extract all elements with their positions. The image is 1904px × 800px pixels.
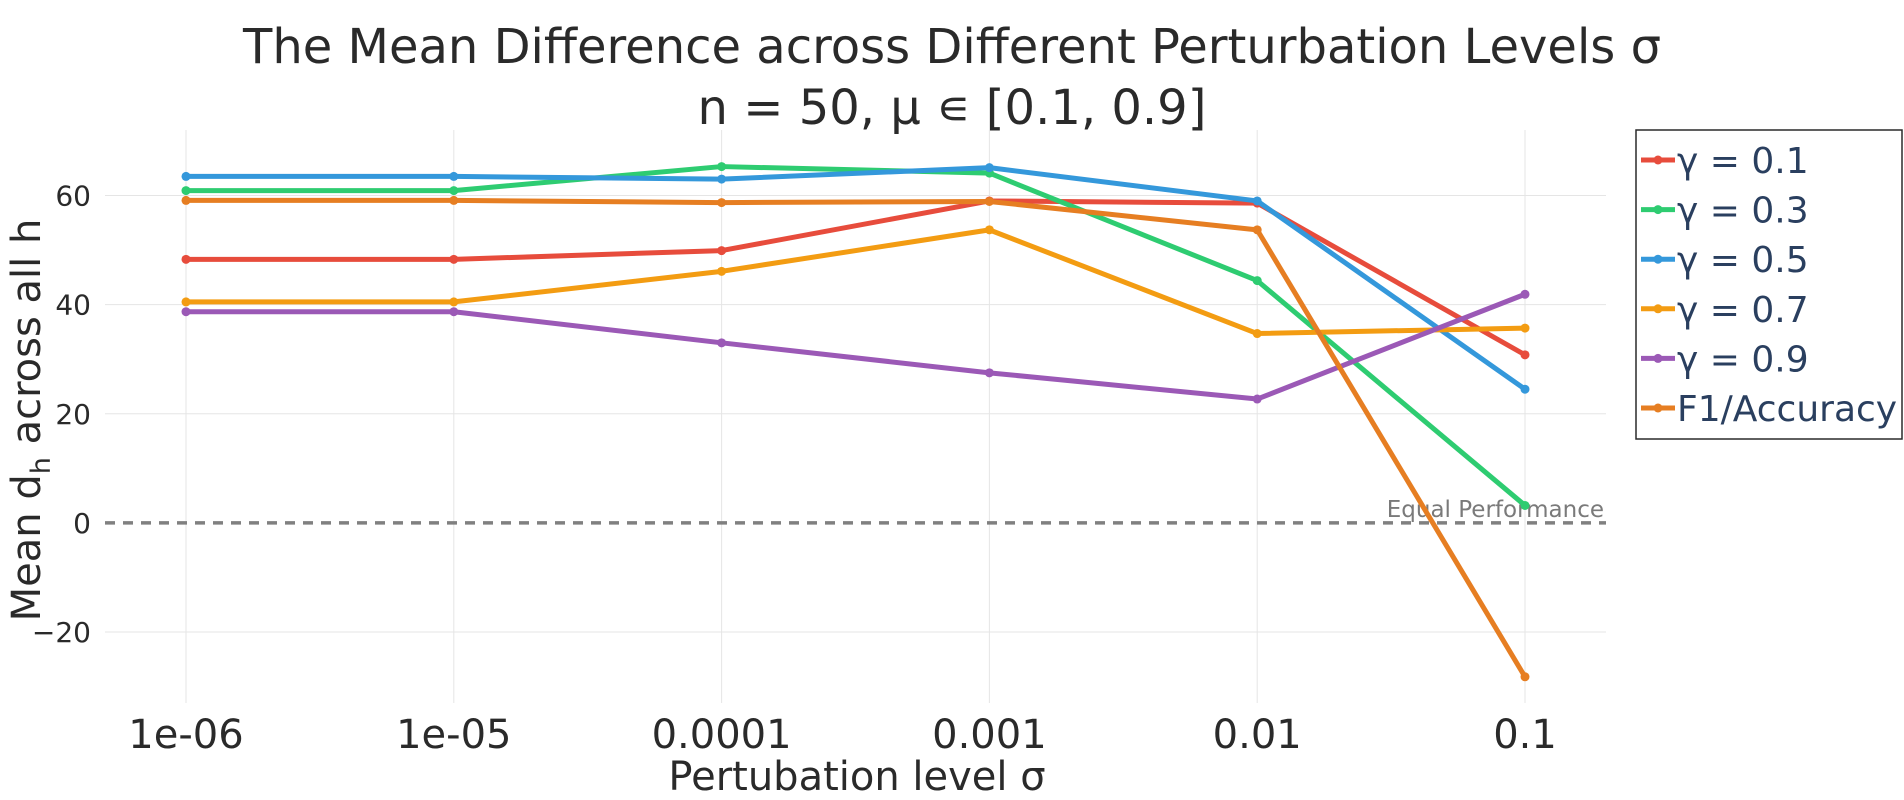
y-tick-label: 40	[55, 289, 91, 322]
x-tick-label: 0.0001	[652, 712, 792, 758]
y-tick-label: 0	[73, 507, 91, 540]
legend-swatch-marker	[1653, 254, 1663, 264]
legend-item: F1/Accuracy	[1641, 389, 1897, 430]
data-point	[984, 368, 994, 378]
y-axis-title: Mean dh across all h	[4, 219, 57, 622]
data-point	[717, 198, 727, 208]
x-tick-label: 1e-05	[396, 712, 511, 758]
data-point	[1520, 350, 1530, 360]
legend-item: γ = 0.7	[1641, 290, 1809, 331]
data-point	[181, 195, 191, 205]
legend-item: γ = 0.5	[1641, 240, 1809, 281]
y-tick-label: −20	[32, 616, 91, 649]
series-line	[186, 164, 1527, 508]
data-point	[181, 254, 191, 264]
legend-swatch-marker	[1653, 403, 1663, 413]
legend-label: γ = 0.7	[1677, 290, 1809, 331]
data-point	[1252, 394, 1262, 404]
legend-label: γ = 0.5	[1677, 240, 1809, 281]
data-point	[1520, 672, 1530, 682]
data-point	[717, 266, 727, 276]
series-group	[181, 162, 1530, 682]
series-line	[186, 291, 1526, 402]
chart-subtitle: n = 50, μ ∊ [0.1, 0.9]	[698, 80, 1207, 136]
data-point	[181, 171, 191, 181]
legend-swatch-marker	[1653, 205, 1663, 215]
legend-swatch-marker	[1653, 353, 1663, 363]
data-point	[181, 186, 191, 196]
legend-item: γ = 0.1	[1641, 141, 1809, 182]
data-point	[984, 225, 994, 235]
data-point	[1520, 500, 1530, 510]
x-tick-label: 0.1	[1493, 712, 1557, 758]
series-3	[181, 225, 1530, 339]
legend-box	[1635, 129, 1903, 440]
legend-label: F1/Accuracy	[1677, 389, 1897, 430]
x-tick-label: 0.001	[932, 712, 1047, 758]
data-point	[1252, 196, 1262, 206]
data-point	[984, 163, 994, 173]
y-tick-labels: −20 0 20 40 60	[32, 179, 91, 649]
data-point	[717, 174, 727, 184]
data-point	[181, 307, 191, 317]
legend-label: γ = 0.3	[1677, 191, 1809, 232]
data-point	[1252, 276, 1262, 286]
series-1	[181, 162, 1530, 510]
reference-line-group: Equal Performance	[105, 497, 1606, 525]
legend-label: γ = 0.9	[1677, 339, 1809, 380]
y-tick-label: 20	[55, 398, 91, 431]
series-line	[186, 227, 1526, 337]
data-point	[1520, 289, 1530, 299]
y-tick-label: 60	[55, 179, 91, 212]
series-line	[186, 197, 1528, 679]
y-axis-title-main: Mean d	[4, 474, 50, 621]
series-5	[181, 195, 1530, 682]
data-point	[449, 195, 459, 205]
chart-title: The Mean Difference across Different Per…	[242, 19, 1661, 75]
data-point	[449, 297, 459, 307]
legend-item: γ = 0.3	[1641, 191, 1809, 232]
x-tick-label: 0.01	[1213, 712, 1302, 758]
legend-label: γ = 0.1	[1677, 141, 1809, 182]
series-4	[181, 289, 1530, 404]
data-point	[1520, 384, 1530, 394]
data-point	[449, 171, 459, 181]
x-tick-label: 1e-06	[128, 712, 243, 758]
data-point	[717, 246, 727, 256]
y-axis-title-rest: across all h	[4, 219, 50, 457]
grid	[105, 130, 1606, 703]
data-point	[449, 186, 459, 196]
legend: γ = 0.1 γ = 0.3 γ = 0.5 γ = 0.7 γ = 0.9 F1/Ac…	[1635, 129, 1903, 440]
x-tick-labels: 1e-06 1e-05 0.0001 0.001 0.01 0.1	[128, 712, 1557, 758]
data-point	[984, 196, 994, 206]
series-2	[181, 163, 1530, 394]
data-point	[1252, 225, 1262, 235]
x-axis-title: Pertubation level σ	[668, 754, 1045, 800]
data-point	[1520, 323, 1530, 333]
data-point	[1252, 329, 1262, 339]
data-point	[449, 307, 459, 317]
legend-swatch-marker	[1653, 304, 1663, 314]
data-point	[717, 338, 727, 348]
series-line	[186, 198, 1527, 358]
legend-item: γ = 0.9	[1641, 339, 1809, 380]
data-point	[717, 162, 727, 172]
series-line	[186, 165, 1527, 392]
series-0	[181, 196, 1530, 360]
data-point	[449, 254, 459, 264]
legend-swatch-marker	[1653, 155, 1663, 165]
data-point	[181, 297, 191, 307]
y-axis-title-subscript: h	[26, 457, 57, 474]
